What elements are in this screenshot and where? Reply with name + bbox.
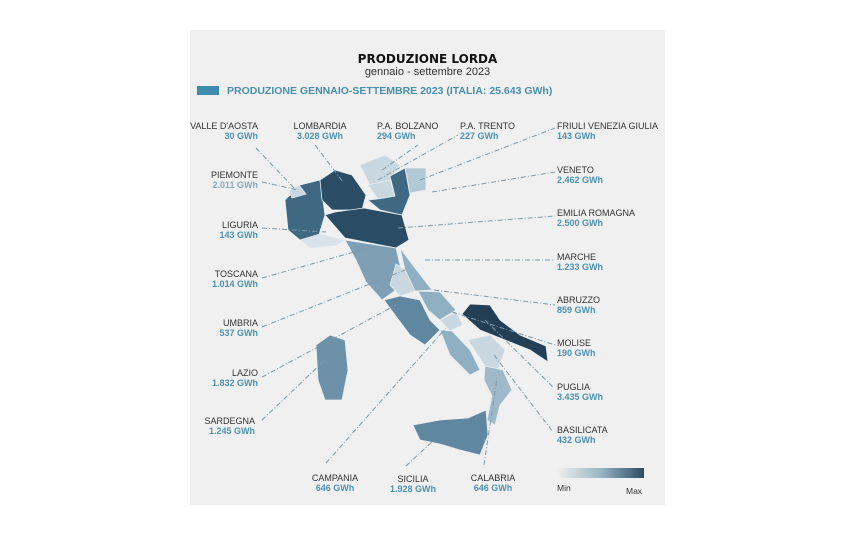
region-name: BASILICATA xyxy=(557,425,608,435)
region-name: PUGLIA xyxy=(557,382,591,392)
label-sardegna: SARDEGNA 1.245 GWh xyxy=(204,416,255,436)
label-molise: MOLISE 190 GWh xyxy=(557,338,596,358)
region-name: LOMBARDIA xyxy=(293,121,347,131)
region-value: 227 GWh xyxy=(460,131,499,141)
region-lombardia[interactable] xyxy=(319,169,367,211)
region-name: UMBRIA xyxy=(222,318,258,328)
region-molise[interactable] xyxy=(439,311,464,332)
label-abruzzo: ABRUZZO 859 GWh xyxy=(557,295,600,315)
region-emilia[interactable] xyxy=(324,207,410,249)
region-sicilia[interactable] xyxy=(412,409,489,456)
map-subtitle: gennaio - settembre 2023 xyxy=(364,66,491,78)
label-liguria: LIGURIA 143 GWh xyxy=(219,220,258,240)
label-sicilia: SICILIA 1.928 GWh xyxy=(380,474,446,494)
region-value: 1.245 GWh xyxy=(208,426,255,436)
label-marche: MARCHE 1.233 GWh xyxy=(557,252,603,272)
region-sardegna[interactable] xyxy=(315,334,349,401)
region-value: 1.928 GWh xyxy=(389,484,436,494)
region-value: 1.014 GWh xyxy=(211,279,258,289)
region-name: TOSCANA xyxy=(214,269,258,279)
region-name: SICILIA xyxy=(397,474,429,484)
scale-max-label: Max xyxy=(626,486,643,496)
region-name: MARCHE xyxy=(557,252,597,262)
region-name: LIGURIA xyxy=(221,220,258,230)
region-toscana[interactable] xyxy=(344,239,401,301)
region-name: CALABRIA xyxy=(470,473,516,483)
scale-min-label: Min xyxy=(557,483,571,493)
region-value: 432 GWh xyxy=(557,435,596,445)
region-value: 30 GWh xyxy=(224,131,258,141)
label-bolzano: P.A. BOLZANO 294 GWh xyxy=(377,121,438,141)
region-name: VENETO xyxy=(557,165,594,175)
region-abruzzo[interactable] xyxy=(417,290,457,321)
region-fvg[interactable] xyxy=(404,167,427,194)
region-value: 646 GWh xyxy=(473,483,513,493)
region-value: 190 GWh xyxy=(557,348,596,358)
region-value: 537 GWh xyxy=(219,328,258,338)
region-value: 2.011 GWh xyxy=(212,180,258,190)
region-valle-daosta[interactable] xyxy=(288,184,307,199)
region-name: MOLISE xyxy=(557,338,592,348)
region-value: 859 GWh xyxy=(557,305,596,315)
label-lazio: LAZIO 1.832 GWh xyxy=(212,368,258,388)
region-basilicata[interactable] xyxy=(467,334,506,371)
color-scale-bar xyxy=(557,468,644,478)
region-name: FRIULI VENEZIA GIULIA xyxy=(557,121,659,131)
region-name: PIEMONTE xyxy=(210,170,258,180)
region-campania[interactable] xyxy=(439,329,481,376)
region-name: P.A. BOLZANO xyxy=(377,121,439,131)
region-value: 143 GWh xyxy=(219,230,258,240)
label-fvg: FRIULI VENEZIA GIULIA 143 GWh xyxy=(557,121,658,141)
region-value: 3.028 GWh xyxy=(296,131,343,141)
label-lombardia: LOMBARDIA 3.028 GWh xyxy=(290,121,350,141)
label-veneto: VENETO 2.462 GWh xyxy=(557,165,603,185)
label-puglia: PUGLIA 3.435 GWh xyxy=(557,382,603,402)
region-name: ABRUZZO xyxy=(557,295,601,305)
region-value: 3.435 GWh xyxy=(557,392,604,402)
region-liguria[interactable] xyxy=(299,233,346,249)
region-name: EMILIA ROMAGNA xyxy=(557,208,636,218)
region-marche[interactable] xyxy=(399,247,433,292)
region-value: 143 GWh xyxy=(557,131,596,141)
label-emilia: EMILIA ROMAGNA 2.500 GWh xyxy=(557,208,635,228)
legend-swatch xyxy=(197,86,219,95)
region-name: CAMPANIA xyxy=(311,473,359,483)
map-title: PRODUZIONE LORDA xyxy=(357,52,498,66)
legend-label: PRODUZIONE GENNAIO-SETTEMBRE 2023 (ITALI… xyxy=(227,85,553,97)
label-piemonte: PIEMONTE 2.011 GWh xyxy=(211,170,258,190)
label-trento: P.A. TRENTO 227 GWh xyxy=(460,121,515,141)
region-value: 646 GWh xyxy=(315,483,355,493)
region-value: 1.832 GWh xyxy=(211,378,258,388)
label-umbria: UMBRIA 537 GWh xyxy=(219,318,258,338)
region-calabria[interactable] xyxy=(483,365,513,426)
label-calabria: CALABRIA 646 GWh xyxy=(458,473,528,493)
region-umbria[interactable] xyxy=(389,263,416,297)
label-valle-daosta: VALLE D'AOSTA 30 GWh xyxy=(190,121,258,141)
label-toscana: TOSCANA 1.014 GWh xyxy=(212,269,258,289)
region-name: P.A. TRENTO xyxy=(460,121,516,131)
region-name: SARDEGNA xyxy=(204,416,255,426)
region-value: 294 GWh xyxy=(377,131,416,141)
leader-lines xyxy=(255,127,556,467)
label-campania: CAMPANIA 646 GWh xyxy=(300,473,370,493)
region-name: LAZIO xyxy=(231,368,258,378)
region-puglia[interactable] xyxy=(461,303,549,363)
label-basilicata: BASILICATA 432 GWh xyxy=(557,425,608,445)
region-name: VALLE D'AOSTA xyxy=(190,121,258,131)
region-value: 2.462 GWh xyxy=(557,175,604,185)
region-value: 1.233 GWh xyxy=(557,262,604,272)
region-value: 2.500 GWh xyxy=(557,218,604,228)
